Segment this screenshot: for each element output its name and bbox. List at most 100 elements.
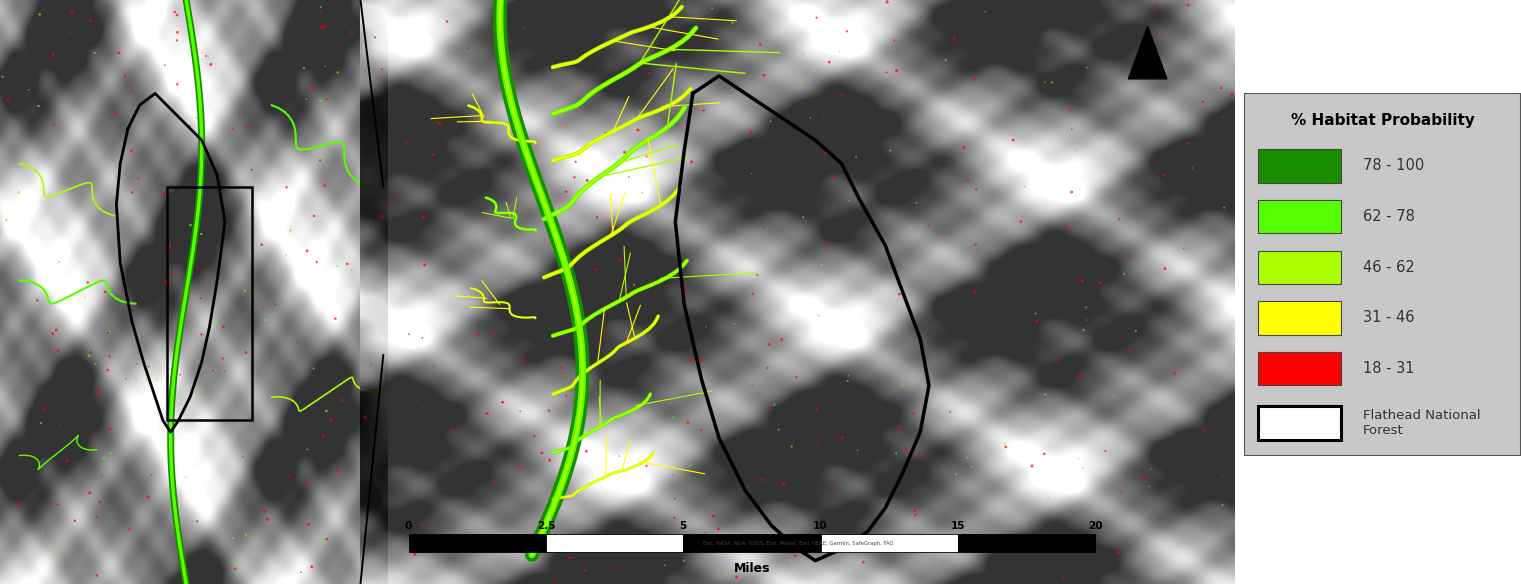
Point (6, 187, 30, 197)
Point (973, 30, 998, 39)
Point (878, 146, 902, 155)
Point (1145, 29, 1170, 38)
Point (625, 126, 649, 135)
Point (106, 48, 131, 57)
Point (897, 223, 922, 232)
Point (313, 61, 338, 71)
Point (234, 530, 259, 540)
Point (756, 363, 780, 373)
Text: 0: 0 (405, 522, 412, 531)
Point (280, 79, 304, 89)
Point (44, 325, 68, 335)
Point (85, 387, 110, 396)
Point (85, 571, 110, 580)
Point (440, 425, 464, 434)
Point (125, 359, 149, 369)
Point (1162, 369, 1186, 378)
Point (239, 165, 263, 175)
Point (575, 447, 599, 456)
Point (694, 528, 718, 537)
Point (152, 189, 176, 198)
Point (117, 524, 141, 534)
Point (674, 286, 698, 296)
Point (678, 461, 703, 470)
Point (1033, 78, 1057, 87)
Point (30, 529, 55, 538)
Point (251, 303, 275, 312)
Point (610, 0, 634, 9)
Point (345, 161, 370, 171)
Point (82, 48, 106, 58)
Point (1088, 278, 1112, 287)
Point (663, 494, 687, 503)
Point (779, 556, 803, 565)
Point (426, 142, 450, 151)
Point (938, 407, 963, 416)
Point (537, 456, 561, 465)
Point (435, 17, 459, 26)
Point (371, 289, 395, 298)
Point (678, 356, 703, 366)
Point (683, 502, 707, 511)
Point (424, 117, 449, 127)
Point (791, 213, 815, 222)
Point (322, 314, 347, 324)
Point (806, 311, 830, 320)
Point (370, 211, 394, 221)
Text: 78 - 100: 78 - 100 (1363, 158, 1425, 173)
Point (47, 258, 71, 267)
Point (573, 565, 598, 575)
Point (295, 444, 319, 454)
Point (1144, 1, 1168, 11)
Point (210, 415, 234, 425)
Point (614, 334, 639, 343)
Point (478, 130, 502, 139)
Point (55, 456, 79, 465)
Point (1025, 316, 1049, 325)
Point (325, 68, 350, 77)
Point (289, 568, 313, 577)
Point (1138, 513, 1162, 523)
Point (189, 294, 213, 303)
Point (937, 420, 961, 429)
Point (713, 570, 738, 579)
Point (750, 475, 774, 485)
Point (315, 95, 339, 104)
Point (301, 85, 325, 94)
Point (234, 122, 259, 131)
Point (87, 386, 111, 395)
Point (914, 200, 938, 209)
Point (814, 240, 838, 249)
Point (1118, 346, 1142, 355)
Point (134, 375, 158, 384)
Text: 18 - 31: 18 - 31 (1363, 361, 1415, 376)
Point (231, 452, 256, 461)
Point (178, 122, 202, 131)
Point (627, 107, 651, 116)
Point (490, 398, 514, 407)
Point (785, 361, 809, 371)
Point (278, 226, 303, 235)
Point (315, 406, 339, 416)
Point (941, 33, 966, 43)
Text: 10: 10 (814, 522, 827, 531)
Point (1126, 28, 1150, 37)
Point (748, 376, 773, 385)
Point (409, 520, 433, 530)
Point (1075, 315, 1100, 325)
Point (955, 176, 980, 185)
Point (73, 293, 97, 302)
Point (335, 259, 359, 269)
Point (1094, 446, 1118, 456)
Point (911, 453, 935, 462)
Point (593, 326, 618, 336)
Point (789, 77, 814, 86)
Point (213, 367, 237, 376)
Point (1033, 449, 1057, 458)
Point (15, 451, 40, 461)
Point (1101, 332, 1126, 342)
Point (905, 199, 929, 208)
Point (903, 510, 928, 520)
Point (843, 543, 867, 552)
Point (846, 446, 870, 455)
